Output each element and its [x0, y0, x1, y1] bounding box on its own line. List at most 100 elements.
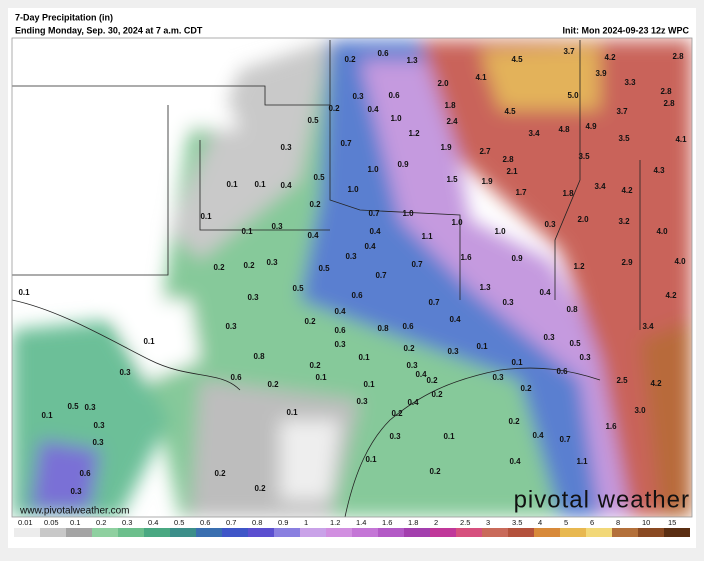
colorbar-swatch [66, 528, 92, 537]
precip-label: 0.2 [213, 263, 225, 272]
precip-label: 1.1 [421, 232, 433, 241]
precip-label: 0.2 [431, 390, 443, 399]
colorbar-label: 0.9 [278, 518, 288, 527]
precip-label: 0.3 [280, 143, 292, 152]
precip-label: 3.2 [618, 217, 630, 226]
precip-label: 4.2 [621, 186, 633, 195]
colorbar-label: 2.5 [460, 518, 470, 527]
precip-label: 0.3 [92, 438, 104, 447]
precip-label: 0.4 [407, 398, 419, 407]
precip-label: 0.7 [428, 298, 440, 307]
precip-label: 0.2 [214, 469, 226, 478]
precip-label: 4.9 [585, 122, 597, 131]
precip-label: 0.3 [543, 333, 555, 342]
precip-label: 2.4 [446, 117, 458, 126]
precip-label: 0.1 [143, 337, 155, 346]
precip-label: 0.4 [280, 181, 292, 190]
colorbar-label: 0.7 [226, 518, 236, 527]
precip-label: 0.1 [200, 212, 212, 221]
precip-label: 3.7 [563, 47, 575, 56]
precip-label: 3.4 [642, 322, 654, 331]
precip-label: 4.5 [504, 107, 516, 116]
colorbar-swatch [170, 528, 196, 537]
precip-label: 0.1 [226, 180, 238, 189]
precip-label: 0.1 [241, 227, 253, 236]
precip-label: 0.7 [411, 260, 423, 269]
colorbar-label: 1.4 [356, 518, 366, 527]
precip-label: 0.4 [307, 231, 319, 240]
map-frame [11, 37, 693, 518]
precip-label: 4.0 [656, 227, 668, 236]
precip-label: 2.0 [577, 215, 589, 224]
precip-label: 0.5 [67, 402, 79, 411]
precip-label: 0.7 [375, 271, 387, 280]
brand: pivotal weather [514, 486, 690, 513]
precip-label: 0.2 [403, 344, 415, 353]
precip-label: 0.6 [230, 373, 242, 382]
precip-label: 0.6 [334, 326, 346, 335]
precip-label: 4.2 [665, 291, 677, 300]
precip-label: 1.1 [576, 457, 588, 466]
precip-label: 1.2 [408, 129, 420, 138]
precip-label: 0.3 [70, 487, 82, 496]
precip-label: 0.2 [391, 409, 403, 418]
colorbar-label: 1.8 [408, 518, 418, 527]
colorbar-swatch [560, 528, 586, 537]
precip-label: 1.8 [444, 101, 456, 110]
precip-label: 0.3 [271, 222, 283, 231]
precip-label: 0.4 [334, 307, 346, 316]
precip-label: 0.2 [243, 261, 255, 270]
precip-label: 1.8 [562, 189, 574, 198]
precip-label: 0.9 [511, 254, 523, 263]
precip-label: 1.0 [347, 185, 359, 194]
precip-label: 0.2 [508, 417, 520, 426]
colorbar-label: 4 [538, 518, 542, 527]
precip-label: 0.2 [426, 376, 438, 385]
precip-label: 0.2 [520, 384, 532, 393]
precip-label: 3.5 [618, 134, 630, 143]
precip-label: 4.3 [653, 166, 665, 175]
precip-label: 1.6 [605, 422, 617, 431]
precip-label: 3.4 [594, 182, 606, 191]
precip-label: 1.2 [573, 262, 585, 271]
colorbar-swatch [14, 528, 40, 537]
precip-label: 0.3 [356, 397, 368, 406]
precip-label: 0.1 [254, 180, 266, 189]
colorbar-swatch [430, 528, 456, 537]
precip-label: 0.2 [304, 317, 316, 326]
precip-label: 4.0 [674, 257, 686, 266]
precip-label: 0.3 [544, 220, 556, 229]
precip-label: 3.7 [616, 107, 628, 116]
precip-label: 1.3 [479, 283, 491, 292]
precip-label: 0.2 [309, 361, 321, 370]
colorbar-label: 1.6 [382, 518, 392, 527]
precip-label: 0.6 [402, 322, 414, 331]
precip-label: 1.3 [406, 56, 418, 65]
colorbar-label: 0.01 [18, 518, 33, 527]
precip-label: 0.4 [369, 227, 381, 236]
colorbar-swatch [118, 528, 144, 537]
colorbar-label: 0.1 [70, 518, 80, 527]
precip-label: 0.5 [569, 339, 581, 348]
colorbar-label: 2 [434, 518, 438, 527]
precip-label: 1.0 [402, 209, 414, 218]
precip-label: 0.1 [511, 358, 523, 367]
precip-label: 4.8 [558, 125, 570, 134]
url: www.pivotalweather.com [19, 506, 130, 517]
precip-label: 2.0 [437, 79, 449, 88]
precip-label: 4.2 [604, 53, 616, 62]
precip-label: 0.2 [267, 380, 279, 389]
colorbar-label: 5 [564, 518, 568, 527]
precip-label: 2.8 [660, 87, 672, 96]
precip-label: 0.3 [334, 340, 346, 349]
precip-label: 2.8 [672, 52, 684, 61]
precip-label: 3.9 [595, 69, 607, 78]
colorbar-swatch [586, 528, 612, 537]
precip-label: 2.8 [663, 99, 675, 108]
precip-label: 0.1 [18, 288, 30, 297]
precip-label: 0.6 [388, 91, 400, 100]
colorbar-label: 3 [486, 518, 490, 527]
precip-label: 0.8 [377, 324, 389, 333]
precip-label: 0.2 [254, 484, 266, 493]
precip-label: 0.4 [539, 288, 551, 297]
